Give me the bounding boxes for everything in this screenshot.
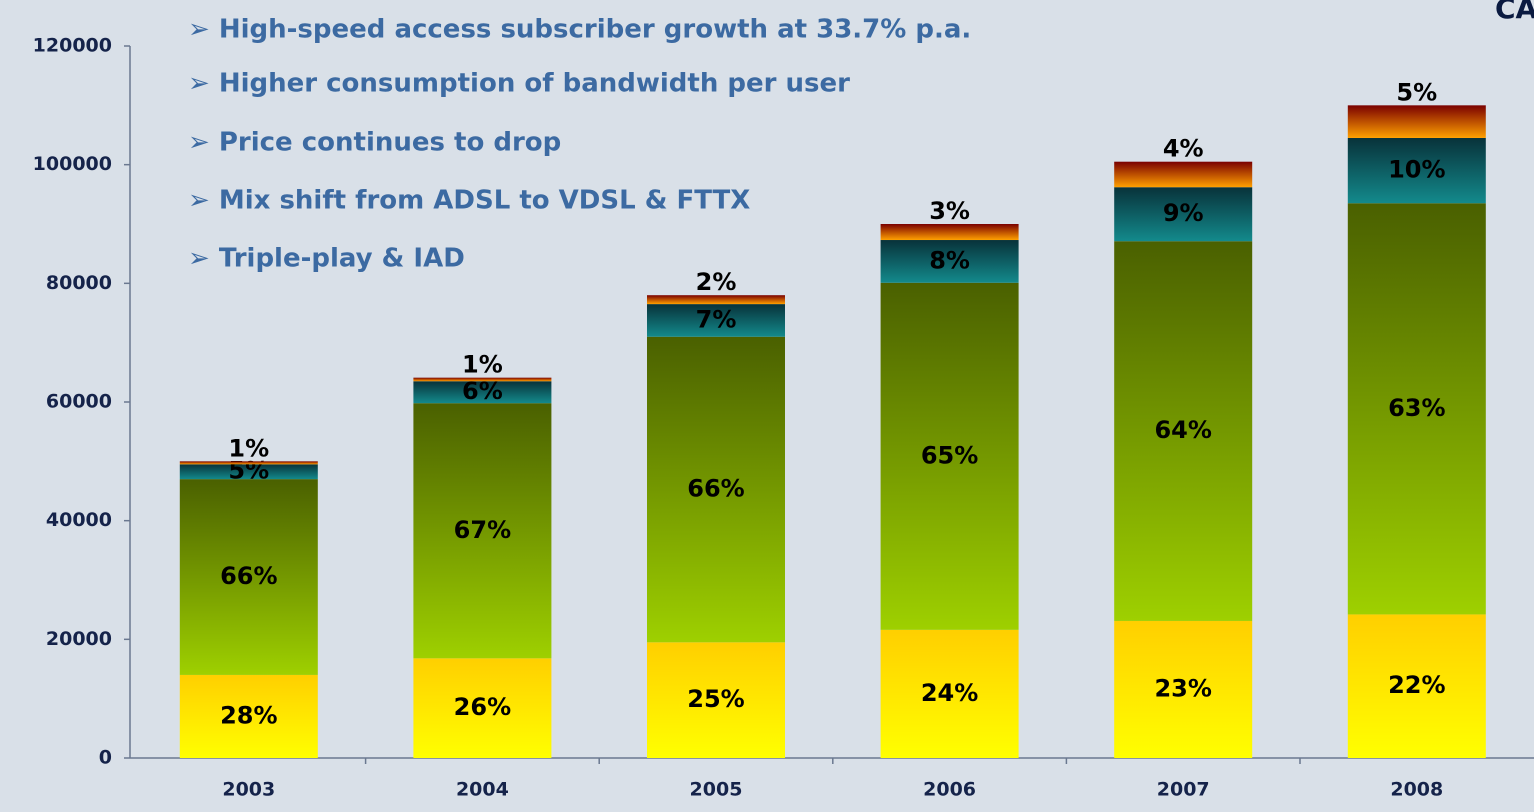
- data-label: 25%: [687, 685, 744, 713]
- bar-segment: [647, 295, 785, 305]
- x-tick-label: 2006: [923, 779, 976, 801]
- bar-segment: [179, 479, 318, 675]
- y-tick-label: 40000: [46, 509, 112, 531]
- data-label: 8%: [929, 246, 970, 274]
- data-label: 26%: [454, 693, 511, 721]
- data-label: 4%: [1163, 135, 1204, 163]
- bullet-text: ➢ Mix shift from ADSL to VDSL & FTTX: [188, 186, 750, 216]
- bar-segment: [647, 304, 785, 337]
- x-tick-label: 2004: [456, 779, 509, 801]
- bar-segment: [880, 224, 1019, 241]
- bar-segment: [413, 403, 552, 659]
- bar-segment: [647, 336, 785, 643]
- y-tick-label: 100000: [33, 153, 112, 175]
- data-label: 64%: [1154, 416, 1211, 444]
- bullet-text: ➢ Price continues to drop: [188, 128, 561, 158]
- bar-segment: [1347, 203, 1486, 615]
- bar-segment: [179, 461, 318, 465]
- data-label: 10%: [1388, 156, 1445, 184]
- bar-segment: [413, 377, 552, 382]
- data-label: 28%: [220, 701, 277, 729]
- bar-segment: [880, 240, 1019, 283]
- data-label: 7%: [696, 305, 737, 333]
- bar-segment: [1347, 614, 1486, 758]
- y-tick-label: 80000: [46, 272, 112, 294]
- data-label: 65%: [921, 441, 978, 469]
- bar-segment: [413, 381, 552, 404]
- x-tick-label: 2007: [1157, 779, 1210, 801]
- data-label: 3%: [929, 197, 970, 225]
- data-label: 22%: [1388, 671, 1445, 699]
- bar-segment: [647, 642, 785, 758]
- data-label: 24%: [921, 679, 978, 707]
- y-tick-label: 20000: [46, 628, 112, 650]
- bar-segment: [1114, 620, 1253, 758]
- data-label: 6%: [462, 377, 503, 405]
- data-label: 66%: [220, 562, 277, 590]
- data-label: 5%: [1396, 78, 1437, 106]
- data-label: 9%: [1163, 199, 1204, 227]
- bar-segment: [1114, 187, 1253, 242]
- data-label: 1%: [462, 351, 503, 379]
- bar-segment: [413, 658, 552, 758]
- y-tick-label: 0: [99, 747, 112, 769]
- data-label: 66%: [687, 475, 744, 503]
- bullet-text: ➢ Higher consumption of bandwidth per us…: [188, 69, 850, 99]
- bullet-text: ➢ Triple-play & IAD: [188, 244, 465, 274]
- data-label: 23%: [1154, 674, 1211, 702]
- bar-segment: [1347, 105, 1486, 138]
- data-label: 63%: [1388, 394, 1445, 422]
- bar-segment: [1347, 137, 1486, 204]
- bar-segment: [1114, 161, 1253, 188]
- cagr-note: CAGR 17: [1495, 0, 1534, 25]
- bar-segment: [1114, 241, 1253, 621]
- bullet-text: ➢ High-speed access subscriber growth at…: [188, 15, 971, 45]
- y-tick-label: 120000: [33, 35, 112, 57]
- data-label: 2%: [696, 268, 737, 296]
- bar-segment: [179, 464, 318, 480]
- data-label: 1%: [228, 434, 269, 462]
- bar-segment: [880, 629, 1019, 758]
- x-tick-label: 2005: [690, 779, 743, 801]
- bar-segment: [179, 674, 318, 758]
- bar-segment: [880, 282, 1019, 630]
- x-tick-label: 2008: [1390, 779, 1443, 801]
- data-label: 67%: [454, 516, 511, 544]
- x-tick-label: 2003: [222, 779, 275, 801]
- y-tick-label: 60000: [46, 391, 112, 413]
